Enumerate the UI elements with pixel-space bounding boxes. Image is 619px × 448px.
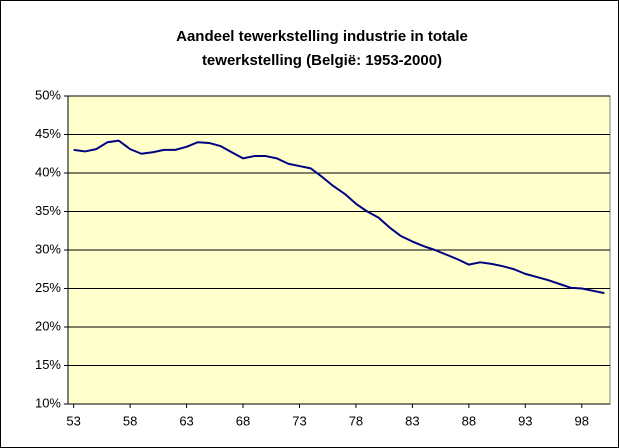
chart-title: tewerkstelling (België: 1953-2000) bbox=[202, 52, 442, 69]
y-tick-label: 30% bbox=[35, 241, 61, 256]
y-tick-label: 25% bbox=[35, 280, 61, 295]
x-tick-label: 83 bbox=[405, 413, 419, 428]
x-tick-label: 63 bbox=[179, 413, 193, 428]
chart-title: Aandeel tewerkstelling industrie in tota… bbox=[176, 28, 468, 45]
x-tick-label: 93 bbox=[518, 413, 532, 428]
y-tick-label: 10% bbox=[35, 395, 61, 410]
y-tick-label: 45% bbox=[35, 126, 61, 141]
x-tick-label: 98 bbox=[575, 413, 589, 428]
x-tick-label: 68 bbox=[236, 413, 250, 428]
y-tick-label: 40% bbox=[35, 164, 61, 179]
y-tick-label: 20% bbox=[35, 318, 61, 333]
x-tick-label: 73 bbox=[292, 413, 306, 428]
y-tick-label: 50% bbox=[35, 87, 61, 102]
data-line bbox=[73, 139, 605, 295]
x-tick-label: 53 bbox=[66, 413, 80, 428]
x-tick-label: 88 bbox=[462, 413, 476, 428]
x-tick-label: 58 bbox=[123, 413, 137, 428]
y-tick-label: 15% bbox=[35, 357, 61, 372]
x-tick-label: 78 bbox=[349, 413, 363, 428]
y-tick-label: 35% bbox=[35, 203, 61, 218]
